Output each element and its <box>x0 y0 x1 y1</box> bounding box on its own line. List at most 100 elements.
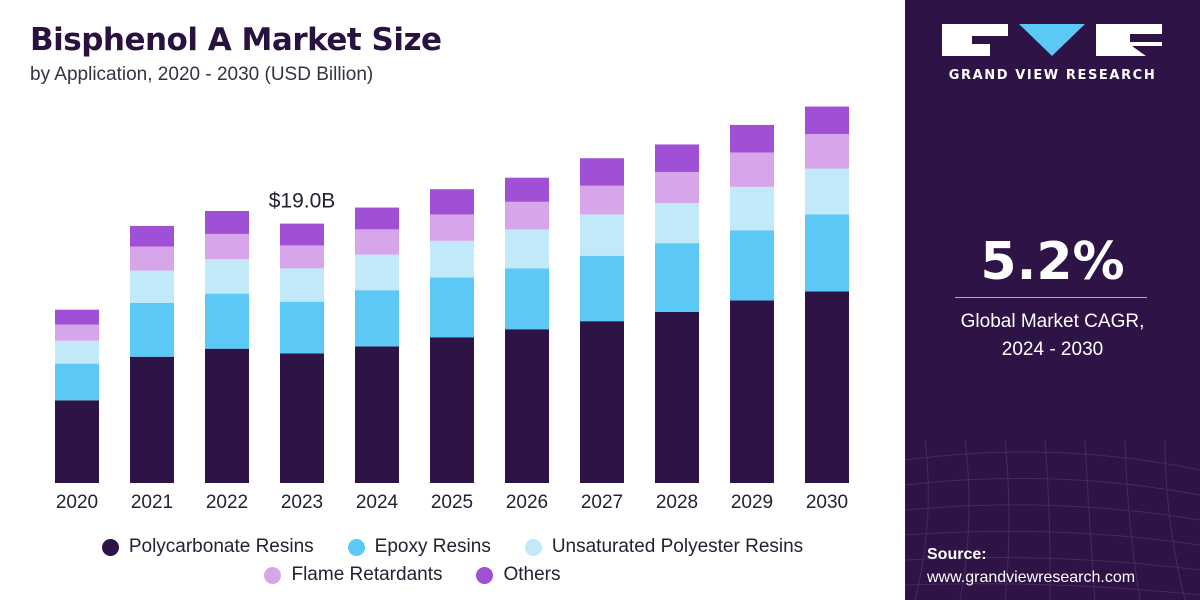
x-tick-label: 2021 <box>131 492 173 513</box>
bar-segment-epoxy-resins-2027 <box>580 255 624 322</box>
legend-label: Flame Retardants <box>291 564 443 585</box>
chart-subtitle: by Application, 2020 - 2030 (USD Billion… <box>30 64 374 85</box>
bar-segment-epoxy-resins-2021 <box>130 302 174 357</box>
bar-stack-2028 <box>655 144 699 483</box>
bar-segment-others-2028 <box>655 144 699 172</box>
bar-stack-2027 <box>580 158 624 483</box>
bar-segment-unsaturated-polyester-resins-2027 <box>580 214 624 256</box>
bar-segment-flame-retardants-2025 <box>430 214 474 241</box>
chart-title: Bisphenol A Market Size <box>30 22 442 58</box>
legend-swatch <box>524 538 542 556</box>
bar-segment-flame-retardants-2021 <box>130 246 174 271</box>
legend-label: Polycarbonate Resins <box>128 536 314 557</box>
bar-segment-polycarbonate-resins-2023 <box>280 353 324 483</box>
bar-stack-2030 <box>805 106 849 483</box>
legend-row-1: Polycarbonate Resins Epoxy Resins Unsatu… <box>0 536 905 558</box>
legend-item-flame-retardants: Flame Retardants <box>264 564 442 586</box>
x-tick-label: 2030 <box>806 492 848 513</box>
bar-segment-flame-retardants-2026 <box>505 201 549 230</box>
bar-stack-2023 <box>280 223 324 483</box>
bar-segment-polycarbonate-resins-2021 <box>130 356 174 483</box>
legend-item-epoxy-resins: Epoxy Resins <box>347 536 491 558</box>
legend-item-others: Others <box>476 564 561 586</box>
bar-segment-epoxy-resins-2024 <box>355 290 399 347</box>
bar-segment-others-2027 <box>580 158 624 186</box>
stacked-bar-chart: 2020 2021 2022 2023 $19.0B 2024 2025 2026 2027 20… <box>55 106 849 513</box>
bar-segment-flame-retardants-2029 <box>730 152 774 187</box>
bar-segment-polycarbonate-resins-2028 <box>655 311 699 483</box>
bar-segment-others-2021 <box>130 225 174 247</box>
bar-segment-others-2029 <box>730 124 774 153</box>
bar-segment-polycarbonate-resins-2029 <box>730 300 774 483</box>
bar-segment-epoxy-resins-2030 <box>805 214 849 292</box>
x-tick-label: 2022 <box>206 492 248 513</box>
bar-segment-unsaturated-polyester-resins-2020 <box>55 340 99 364</box>
bar-stack-2025 <box>430 189 474 483</box>
legend-swatch <box>264 566 282 584</box>
bar-segment-flame-retardants-2027 <box>580 185 624 215</box>
bar-segment-unsaturated-polyester-resins-2029 <box>730 186 774 231</box>
bar-segment-unsaturated-polyester-resins-2030 <box>805 168 849 215</box>
x-tick-label: 2023 <box>281 492 323 513</box>
bar-segment-others-2024 <box>355 207 399 230</box>
x-tick-label: 2020 <box>56 492 98 513</box>
bar-segment-others-2020 <box>55 309 99 325</box>
cagr-label: Global Market CAGR, 2024 - 2030 <box>905 308 1200 364</box>
x-tick-label: 2028 <box>656 492 698 513</box>
x-tick-label: 2027 <box>581 492 623 513</box>
bar-segment-unsaturated-polyester-resins-2025 <box>430 240 474 278</box>
bar-segment-others-2023 <box>280 223 324 246</box>
legend-swatch <box>101 538 119 556</box>
bar-segment-others-2030 <box>805 106 849 135</box>
bar-segment-polycarbonate-resins-2030 <box>805 291 849 483</box>
bar-segment-flame-retardants-2020 <box>55 324 99 341</box>
bar-stack-2022 <box>205 210 249 483</box>
chart-area: Bisphenol A Market Size by Application, … <box>0 22 905 586</box>
bar-segment-others-2022 <box>205 210 249 234</box>
bar-segment-polycarbonate-resins-2022 <box>205 348 249 483</box>
legend-label: Epoxy Resins <box>374 536 491 557</box>
bar-segment-others-2025 <box>430 189 474 215</box>
brand-name: GRAND VIEW RESEARCH <box>948 68 1157 83</box>
bar-segment-epoxy-resins-2029 <box>730 230 774 301</box>
source-label: Source: <box>927 546 987 563</box>
bar-segment-flame-retardants-2024 <box>355 229 399 255</box>
legend-item-unsaturated-polyester-resins: Unsaturated Polyester Resins <box>524 536 804 558</box>
legend-swatch <box>476 566 494 584</box>
source-url: www.grandviewresearch.com <box>927 569 1136 586</box>
cagr-label-line-2: 2024 - 2030 <box>1001 339 1104 360</box>
bar-segment-polycarbonate-resins-2025 <box>430 337 474 483</box>
bar-segment-unsaturated-polyester-resins-2028 <box>655 202 699 244</box>
cagr-label-line-1: Global Market CAGR, <box>960 311 1145 332</box>
legend-row-2: Flame Retardants Others <box>0 564 865 586</box>
bar-segment-unsaturated-polyester-resins-2022 <box>205 259 249 294</box>
bar-segment-unsaturated-polyester-resins-2023 <box>280 268 324 302</box>
sidebar-panel: GRAND VIEW RESEARCH 5.2% Global Market C… <box>905 0 1200 600</box>
bar-segment-unsaturated-polyester-resins-2021 <box>130 270 174 303</box>
bar-total-annotation: $19.0B <box>269 190 336 213</box>
bar-stack-2026 <box>505 177 549 483</box>
bar-segment-epoxy-resins-2026 <box>505 268 549 330</box>
bar-segment-unsaturated-polyester-resins-2026 <box>505 229 549 269</box>
bar-segment-polycarbonate-resins-2024 <box>355 346 399 483</box>
x-tick-label: 2029 <box>731 492 773 513</box>
bar-stack-2021 <box>130 225 174 483</box>
bar-stack-2024 <box>355 207 399 483</box>
source-note: Source: www.grandviewresearch.com <box>927 543 1135 589</box>
bar-segment-epoxy-resins-2023 <box>280 301 324 354</box>
bar-segment-others-2026 <box>505 177 549 202</box>
bar-stack-2029 <box>730 124 774 483</box>
bar-segment-polycarbonate-resins-2020 <box>55 400 99 483</box>
bar-segment-flame-retardants-2022 <box>205 233 249 260</box>
x-tick-label: 2025 <box>431 492 473 513</box>
bar-segment-epoxy-resins-2028 <box>655 243 699 312</box>
x-tick-label: 2026 <box>506 492 548 513</box>
bar-segment-epoxy-resins-2020 <box>55 363 99 401</box>
x-tick-label: 2024 <box>356 492 399 513</box>
bar-segment-flame-retardants-2030 <box>805 134 849 169</box>
bar-segment-flame-retardants-2028 <box>655 171 699 203</box>
bar-segment-polycarbonate-resins-2027 <box>580 321 624 483</box>
bar-segment-flame-retardants-2023 <box>280 245 324 269</box>
legend-label: Unsaturated Polyester Resins <box>551 536 804 557</box>
legend-swatch <box>347 538 365 556</box>
